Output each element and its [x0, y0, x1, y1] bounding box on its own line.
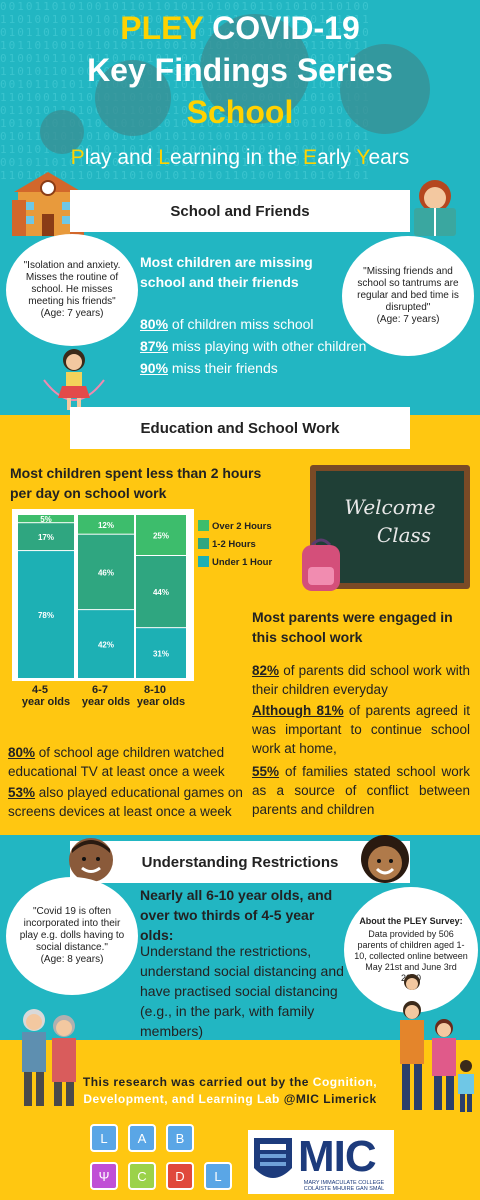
survey-bubble: About the PLEY Survey: Data provided by … [344, 887, 478, 1013]
bar-data-label: 42% [98, 641, 114, 650]
stat-line: 80% of children miss school [140, 316, 314, 332]
lab-logo-letter: A [128, 1124, 156, 1152]
bar-segment [136, 515, 186, 555]
lab-logo-letter: C [128, 1162, 156, 1190]
backpack-icon [302, 538, 340, 591]
category-label: 6-7 [92, 684, 108, 696]
section-heading: Most children are missing school and the… [140, 254, 313, 290]
bar-data-label: 44% [153, 588, 169, 597]
quote-text: "Isolation and anxiety. Misses the routi… [23, 260, 121, 307]
footer-credit: This research was carried out by the Cog… [82, 1075, 378, 1106]
girl-face-icon [361, 835, 409, 883]
family-icon [400, 974, 474, 1112]
lab-logo-letter: Ψ [90, 1162, 118, 1190]
bar-data-label: 31% [153, 650, 169, 659]
page-title-topic: School [186, 94, 294, 130]
virus-graphic [340, 44, 430, 134]
legend-label: Under 1 Hour [212, 557, 272, 568]
screen-stat: 80% of school age children watched educa… [8, 745, 225, 779]
quote-bubble-left: "Covid 19 is often incorporated into the… [6, 877, 138, 995]
quote-bubble-right: "Missing friends and school so tantrums … [342, 236, 474, 356]
bar-segment [78, 515, 134, 534]
legend-swatch [198, 538, 209, 549]
parents-stat: Although 81% of parents agreed it was im… [252, 703, 471, 756]
section-banner: Education and School Work [70, 407, 410, 449]
bar-segment [18, 515, 74, 523]
legend-label: 1-2 Hours [212, 539, 256, 550]
section-banner: Understanding Restrictions [70, 841, 410, 883]
section-restrictions: Understanding Restrictions "Covid 19 is … [0, 835, 480, 1040]
reading-girl-icon [414, 180, 456, 236]
footer: This research was carried out by the Cog… [0, 974, 480, 1200]
legend-swatch [198, 520, 209, 531]
lab-logo-letter: L [90, 1124, 118, 1152]
parents-stat: 55% of families stated school work as a … [252, 764, 470, 817]
bar-data-label: 5% [40, 515, 52, 524]
section-school-friends: School and Friends "Isolation and anxiet… [0, 172, 480, 415]
bar-segment [136, 628, 186, 678]
bar-segment [136, 556, 186, 628]
category-label: 4-5 [32, 684, 48, 696]
mic-crest-icon [254, 1138, 292, 1178]
page-title-line1: PLEY COVID-19 [120, 10, 360, 46]
lab-logo: L A B Ψ C D L [84, 1122, 242, 1196]
category-label: year olds [137, 696, 185, 708]
category-label: year olds [22, 696, 70, 708]
bar-segment [78, 534, 134, 610]
section-heading: Nearly all 6-10 year olds, and over two … [140, 887, 333, 943]
section-banner: School and Friends [70, 190, 410, 232]
bar-data-label: 46% [98, 568, 114, 577]
quote-age: (Age: 7 years) [40, 308, 104, 319]
quote-age: (Age: 7 years) [376, 314, 440, 325]
legend-label: Over 2 Hours [212, 521, 272, 532]
skipping-girl-icon [43, 349, 105, 410]
lab-logo-letter: L [204, 1162, 232, 1190]
bar-data-label: 25% [153, 532, 169, 541]
mic-logo-subtitle: MARY IMMACULATE COLLEGE COLÁISTE MHUIRE … [303, 1180, 385, 1192]
quote-bubble-left: "Isolation and anxiety. Misses the routi… [6, 234, 138, 346]
bar-segment [18, 523, 74, 551]
section-education: Education and School Work Most children … [0, 407, 480, 835]
quote-text: "Covid 19 is often incorporated into the… [19, 906, 125, 953]
screen-stat: 53% also played educational games on scr… [8, 785, 243, 819]
legend-swatch [198, 556, 209, 567]
mic-logo-letters: MIC [298, 1132, 377, 1181]
boy-face-icon [69, 838, 113, 882]
parents-stat: 82% of parents did school work with thei… [252, 663, 470, 697]
bar-data-label: 17% [38, 533, 54, 542]
lab-logo-letter: D [166, 1162, 194, 1190]
bar-data-label: 12% [98, 521, 114, 530]
parents-heading: Most parents were engaged in this school… [252, 609, 453, 645]
header: 0010110101001011011010110100101101010110… [0, 0, 480, 190]
virus-graphic [200, 14, 310, 124]
section-heading: Most children spent less than 2 hours pe… [10, 465, 262, 501]
grandparents-icon [22, 1009, 76, 1106]
virus-graphic [40, 110, 84, 154]
virus-graphic [95, 60, 171, 136]
lab-logo-letter: B [166, 1124, 194, 1152]
mic-logo: MIC MARY IMMACULATE COLLEGE COLÁISTE MHU… [248, 1130, 394, 1194]
survey-title: About the PLEY Survey: [359, 916, 463, 926]
stat-line: 90% miss their friends [140, 360, 278, 376]
section-body: Understand the restrictions, understand … [140, 943, 344, 1039]
stat-line: 87% miss playing with other children [140, 338, 367, 354]
quote-text: "Missing friends and school so tantrums … [357, 266, 459, 313]
page-title-line2: Key Findings Series [87, 52, 393, 88]
board-text-line1: Welcome [344, 495, 436, 519]
board-text-line2: Class [376, 523, 432, 547]
bar-data-label: 78% [38, 611, 54, 620]
page-subtitle: Play and Learning in the Early Years [70, 146, 410, 169]
bar-segment [78, 610, 134, 678]
category-label: 8-10 [144, 684, 166, 696]
bar-segment [18, 551, 74, 678]
quote-age: (Age: 8 years) [40, 954, 104, 965]
category-label: year olds [82, 696, 130, 708]
